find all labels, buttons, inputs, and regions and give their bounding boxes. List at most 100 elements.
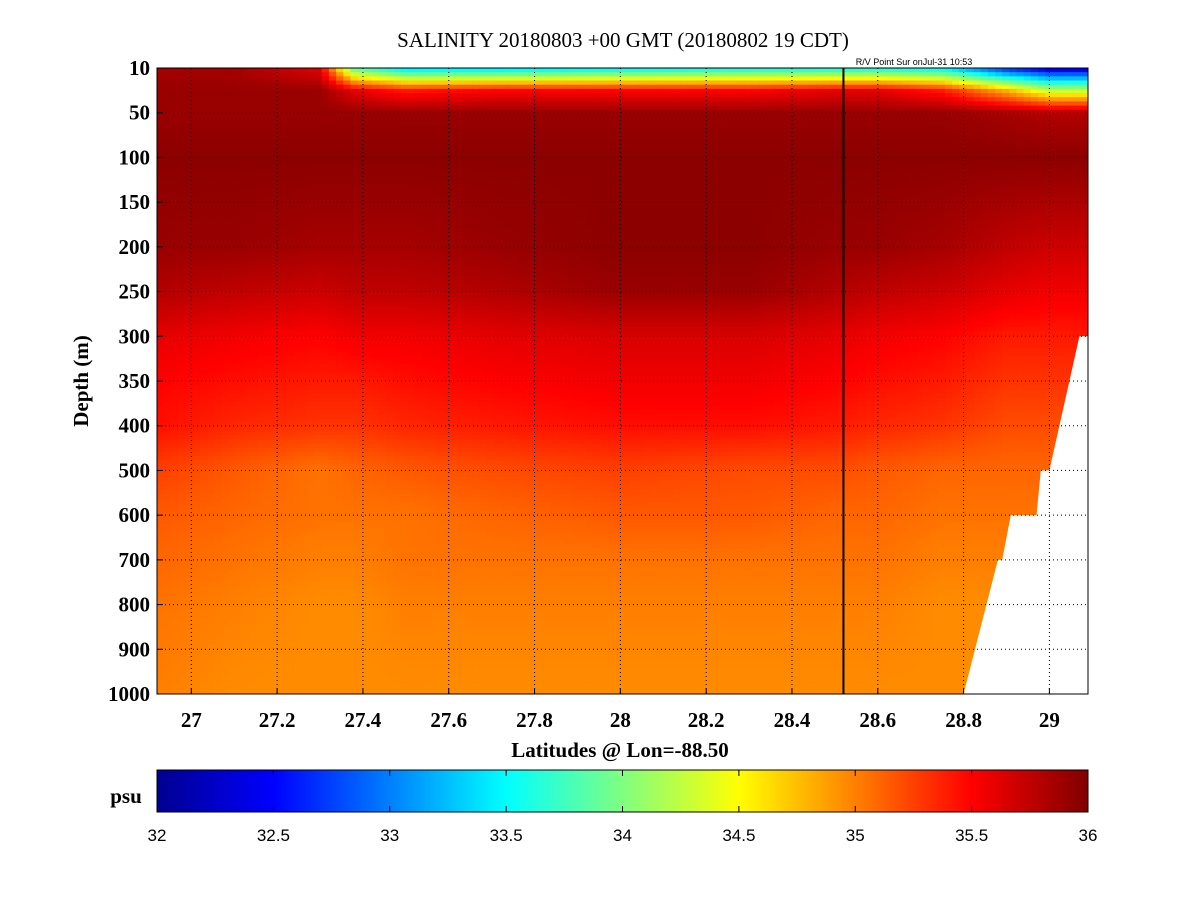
heatmap-cell <box>623 210 631 215</box>
heatmap-cell <box>880 85 888 90</box>
heatmap-cell <box>823 122 831 127</box>
heatmap-cell <box>716 206 724 211</box>
heatmap-cell <box>794 164 802 169</box>
heatmap-cell <box>701 97 709 102</box>
heatmap-cell <box>787 143 795 148</box>
heatmap-cell <box>400 89 408 94</box>
heatmap-cell <box>257 206 265 211</box>
heatmap-cell <box>537 114 545 119</box>
heatmap-cell <box>802 76 810 81</box>
heatmap-cell <box>780 147 788 152</box>
heatmap-cell <box>515 222 523 227</box>
heatmap-cell <box>472 227 480 232</box>
heatmap-cell <box>852 89 860 94</box>
heatmap-cell <box>544 189 552 194</box>
heatmap-cell <box>751 160 759 165</box>
heatmap-cell <box>981 72 989 77</box>
heatmap-cell <box>200 160 208 165</box>
heatmap-cell <box>680 206 688 211</box>
heatmap-cell <box>400 72 408 77</box>
heatmap-cell <box>465 206 473 211</box>
heatmap-cell <box>257 97 265 102</box>
heatmap-cell <box>744 89 752 94</box>
heatmap-cell <box>436 210 444 215</box>
heatmap-cell <box>945 151 953 156</box>
heatmap-cell <box>930 151 938 156</box>
heatmap-cell <box>880 210 888 215</box>
heatmap-cell <box>257 222 265 227</box>
heatmap-cell <box>522 76 530 81</box>
heatmap-cell <box>587 114 595 119</box>
heatmap-cell <box>580 218 588 223</box>
heatmap-cell <box>214 168 222 173</box>
heatmap-cell <box>866 110 874 115</box>
heatmap-cell <box>973 156 981 161</box>
heatmap-cell <box>981 97 989 102</box>
heatmap-cell <box>981 114 989 119</box>
heatmap-cell <box>472 222 480 227</box>
heatmap-cell <box>429 97 437 102</box>
heatmap-cell <box>501 110 509 115</box>
heatmap-cell <box>501 126 509 131</box>
heatmap-cell <box>1031 89 1039 94</box>
heatmap-cell <box>551 97 559 102</box>
heatmap-cell <box>930 118 938 123</box>
heatmap-cell <box>358 214 366 219</box>
heatmap-cell <box>716 89 724 94</box>
heatmap-cell <box>966 197 974 202</box>
heatmap-cell <box>322 122 330 127</box>
heatmap-cell <box>887 210 895 215</box>
heatmap-cell <box>207 110 215 115</box>
heatmap-cell <box>751 210 759 215</box>
heatmap-cell <box>1074 139 1082 144</box>
heatmap-cell <box>1031 76 1039 81</box>
heatmap-cell <box>1081 172 1089 177</box>
heatmap-cell <box>794 72 802 77</box>
heatmap-cell <box>988 189 996 194</box>
heatmap-cell <box>759 156 767 161</box>
heatmap-cell <box>830 76 838 81</box>
heatmap-cell <box>486 210 494 215</box>
heatmap-cell <box>393 210 401 215</box>
heatmap-cell <box>171 151 179 156</box>
heatmap-cell <box>1002 126 1010 131</box>
heatmap-cell <box>895 168 903 173</box>
heatmap-cell <box>601 131 609 136</box>
heatmap-cell <box>1052 122 1060 127</box>
heatmap-cell <box>365 122 373 127</box>
heatmap-cell <box>343 76 351 81</box>
heatmap-cell <box>708 76 716 81</box>
heatmap-cell <box>988 214 996 219</box>
heatmap-cell <box>1038 185 1046 190</box>
heatmap-cell <box>930 68 938 73</box>
heatmap-cell <box>1002 122 1010 127</box>
heatmap-cell <box>995 85 1003 90</box>
heatmap-cell <box>1045 106 1053 111</box>
heatmap-cell <box>823 151 831 156</box>
heatmap-cell <box>186 222 194 227</box>
heatmap-cell <box>751 193 759 198</box>
heatmap-cell <box>243 85 251 90</box>
heatmap-cell <box>257 177 265 182</box>
heatmap-cell <box>845 97 853 102</box>
heatmap-cell <box>852 72 860 77</box>
heatmap-cell <box>780 76 788 81</box>
heatmap-cell <box>730 89 738 94</box>
heatmap-cell <box>938 172 946 177</box>
heatmap-cell <box>322 177 330 182</box>
heatmap-cell <box>343 139 351 144</box>
heatmap-cell <box>193 177 201 182</box>
heatmap-cell <box>909 122 917 127</box>
heatmap-cell <box>845 85 853 90</box>
heatmap-cell <box>794 106 802 111</box>
heatmap-cell <box>665 118 673 123</box>
heatmap-cell <box>178 97 186 102</box>
heatmap-cell <box>329 202 337 207</box>
heatmap-cell <box>501 147 509 152</box>
heatmap-cell <box>852 214 860 219</box>
heatmap-cell <box>988 110 996 115</box>
heatmap-cell <box>873 156 881 161</box>
heatmap-cell <box>221 131 229 136</box>
heatmap-cell <box>479 177 487 182</box>
heatmap-cell <box>479 218 487 223</box>
